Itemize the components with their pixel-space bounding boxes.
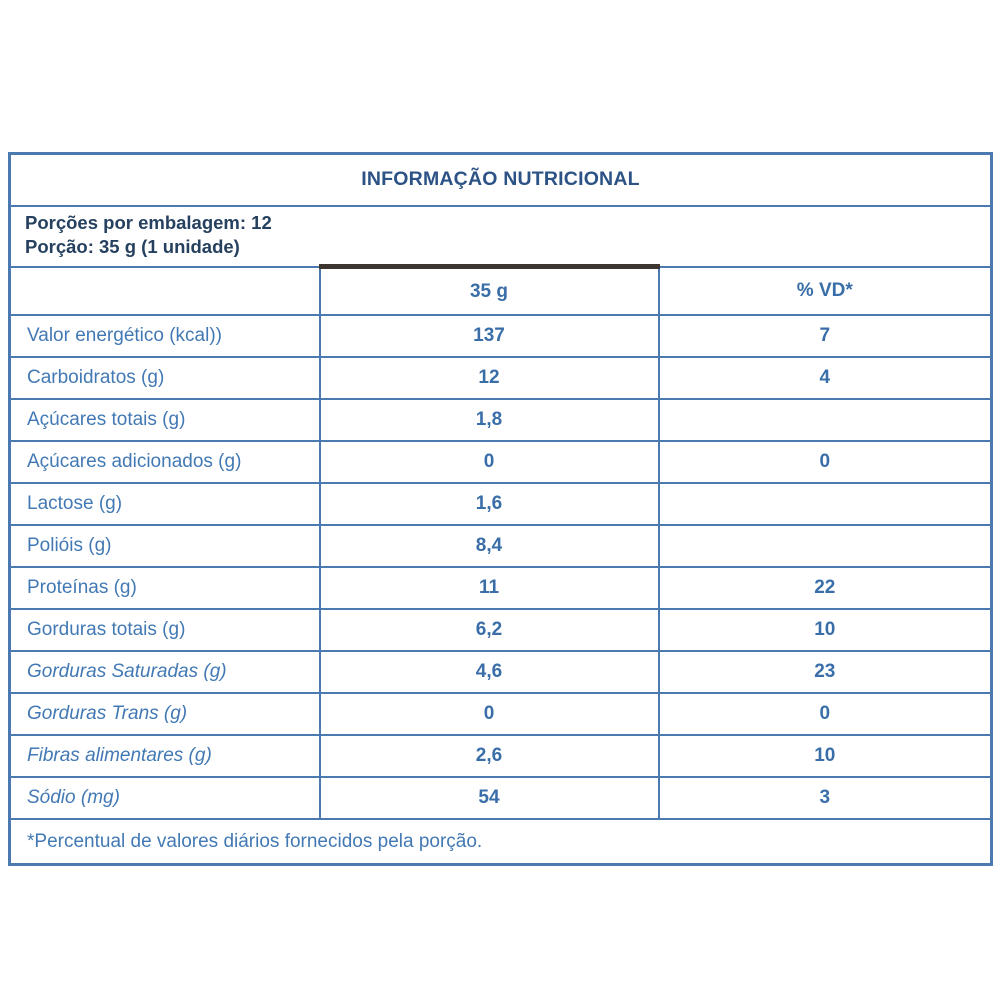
nutrient-label: Açúcares adicionados (g) bbox=[8, 439, 321, 484]
table-row: Proteínas (g) 11 22 bbox=[8, 565, 993, 610]
nutrient-label: Polióis (g) bbox=[8, 523, 321, 568]
nutrient-label: Carboidratos (g) bbox=[8, 355, 321, 400]
portion-info-row: Porções por embalagem: 12 Porção: 35 g (… bbox=[8, 204, 993, 268]
table-row: Lactose (g) 1,6 bbox=[8, 481, 993, 526]
title-row: INFORMAÇÃO NUTRICIONAL bbox=[8, 152, 993, 207]
nutrient-percent-vd: 0 bbox=[657, 439, 993, 484]
table-row: Gorduras totais (g) 6,2 10 bbox=[8, 607, 993, 652]
column-header-percent-vd: % VD* bbox=[657, 265, 993, 316]
table-title: INFORMAÇÃO NUTRICIONAL bbox=[8, 152, 993, 207]
nutrient-percent-vd: 23 bbox=[657, 649, 993, 694]
nutrient-label: Sódio (mg) bbox=[8, 775, 321, 820]
nutrition-facts-table: INFORMAÇÃO NUTRICIONAL Porções por embal… bbox=[8, 152, 994, 867]
table-row: Gorduras Trans (g) 0 0 bbox=[8, 691, 993, 736]
table-row: Gorduras Saturadas (g) 4,6 23 bbox=[8, 649, 993, 694]
nutrient-value: 11 bbox=[318, 565, 660, 610]
column-header-label bbox=[8, 265, 321, 316]
nutrient-percent-vd: 4 bbox=[657, 355, 993, 400]
column-header-row: 35 g % VD* bbox=[8, 264, 993, 316]
nutrient-label: Gorduras Trans (g) bbox=[8, 691, 321, 736]
table-row: Sódio (mg) 54 3 bbox=[8, 775, 993, 820]
nutrient-value: 0 bbox=[318, 439, 660, 484]
nutrient-percent-vd bbox=[657, 523, 993, 568]
servings-per-package-text: Porções por embalagem: 12 bbox=[25, 211, 272, 233]
nutrient-label: Açúcares totais (g) bbox=[8, 397, 321, 442]
table-body: INFORMAÇÃO NUTRICIONAL Porções por embal… bbox=[8, 152, 993, 866]
nutrient-value: 54 bbox=[318, 775, 660, 820]
nutrient-percent-vd bbox=[657, 397, 993, 442]
table-row: Polióis (g) 8,4 bbox=[8, 523, 993, 568]
table-row: Carboidratos (g) 12 4 bbox=[8, 355, 993, 400]
nutrient-value: 6,2 bbox=[318, 607, 660, 652]
nutrient-percent-vd: 3 bbox=[657, 775, 993, 820]
nutrient-label: Proteínas (g) bbox=[8, 565, 321, 610]
footnote-row: *Percentual de valores diários fornecido… bbox=[8, 817, 993, 866]
nutrient-percent-vd: 22 bbox=[657, 565, 993, 610]
nutrient-percent-vd: 10 bbox=[657, 733, 993, 778]
nutrient-value: 1,8 bbox=[318, 397, 660, 442]
nutrient-percent-vd: 10 bbox=[657, 607, 993, 652]
nutrient-value: 0 bbox=[318, 691, 660, 736]
nutrient-value: 4,6 bbox=[318, 649, 660, 694]
nutrient-value: 8,4 bbox=[318, 523, 660, 568]
nutrient-label: Valor energético (kcal)) bbox=[8, 313, 321, 358]
nutrient-value: 2,6 bbox=[318, 733, 660, 778]
portion-info-cell: Porções por embalagem: 12 Porção: 35 g (… bbox=[8, 204, 993, 268]
nutrient-label: Lactose (g) bbox=[8, 481, 321, 526]
table-row: Açúcares totais (g) 1,8 bbox=[8, 397, 993, 442]
nutrient-label: Gorduras totais (g) bbox=[8, 607, 321, 652]
nutrient-label: Fibras alimentares (g) bbox=[8, 733, 321, 778]
nutrient-percent-vd bbox=[657, 481, 993, 526]
nutrient-value: 12 bbox=[318, 355, 660, 400]
nutrient-value: 1,6 bbox=[318, 481, 660, 526]
nutrient-label: Gorduras Saturadas (g) bbox=[8, 649, 321, 694]
nutrient-value: 137 bbox=[318, 313, 660, 358]
nutrient-percent-vd: 7 bbox=[657, 313, 993, 358]
footnote-text: *Percentual de valores diários fornecido… bbox=[8, 817, 993, 866]
table-row: Açúcares adicionados (g) 0 0 bbox=[8, 439, 993, 484]
portion-size-text: Porção: 35 g (1 unidade) bbox=[25, 236, 240, 258]
table-row: Valor energético (kcal)) 137 7 bbox=[8, 313, 993, 358]
column-header-portion: 35 g bbox=[318, 264, 660, 316]
table-row: Fibras alimentares (g) 2,6 10 bbox=[8, 733, 993, 778]
nutrient-percent-vd: 0 bbox=[657, 691, 993, 736]
